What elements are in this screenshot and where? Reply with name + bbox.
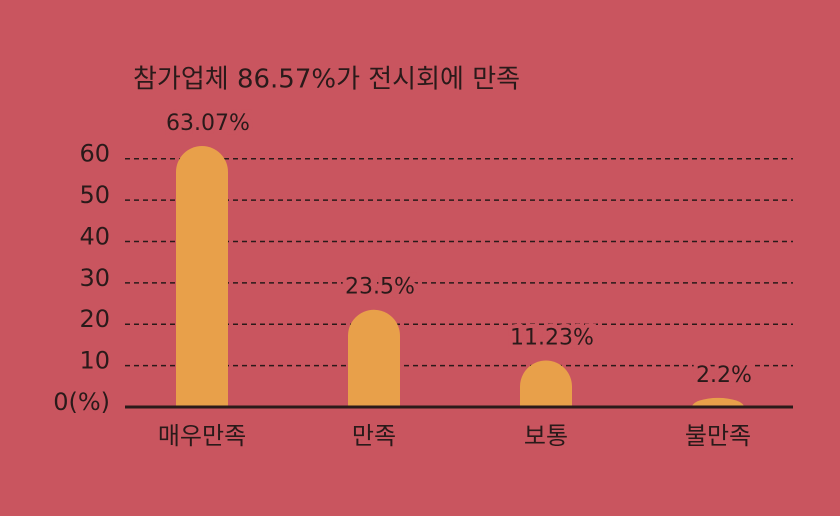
x-tick-label: 만족 — [352, 422, 396, 450]
value-label: 2.2% — [696, 363, 752, 388]
value-label: 63.07% — [166, 111, 250, 136]
value-label: 11.23% — [510, 326, 594, 351]
chart-title: 참가업체 86.57%가 전시회에 만족 — [133, 65, 520, 95]
bar — [520, 360, 572, 407]
y-tick-label: 30 — [79, 264, 110, 292]
bar — [348, 309, 400, 407]
value-label: 23.5% — [345, 275, 415, 300]
bar — [692, 397, 744, 407]
y-tick-label: 60 — [79, 140, 110, 168]
x-tick-label: 매우만족 — [158, 422, 246, 450]
y-tick-label: 40 — [79, 222, 110, 250]
y-tick-label: 50 — [79, 181, 110, 209]
y-tick-label: 10 — [79, 347, 110, 375]
x-tick-label: 불만족 — [685, 422, 751, 450]
bar — [176, 145, 228, 407]
y-tick-label: 20 — [79, 305, 110, 333]
x-tick-label: 보통 — [524, 422, 568, 450]
y-tick-label: 0(%) — [53, 388, 110, 416]
